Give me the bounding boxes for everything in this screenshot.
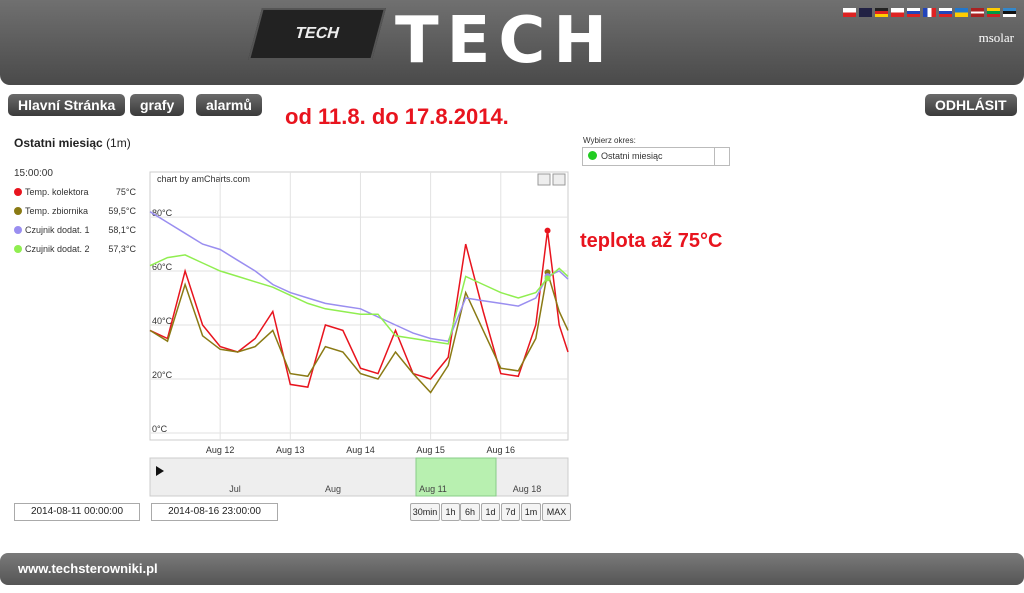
select-arrow: [714, 148, 729, 165]
date-to[interactable]: 2014-08-16 23:00:00: [151, 503, 278, 521]
scrollbar-label: Aug 18: [513, 484, 542, 494]
zoom-button[interactable]: 1h: [441, 503, 460, 521]
legend-item: Temp. zbiornika 59,5°C: [14, 206, 136, 218]
cursor-dot: [544, 275, 551, 282]
status-dot: [588, 151, 597, 160]
chart-annotation: teplota až 75°C: [580, 230, 723, 252]
zoom-tool[interactable]: [537, 173, 551, 186]
zoom-button[interactable]: 1m: [521, 503, 541, 521]
y-tick-label: 40°C: [152, 316, 173, 326]
flag[interactable]: [939, 8, 952, 17]
series-line: [149, 230, 569, 388]
flag[interactable]: [875, 8, 888, 17]
plot-area: [149, 171, 569, 441]
cursor-time: 15:00:00: [14, 168, 53, 179]
flag[interactable]: [843, 8, 856, 17]
legend-label: Temp. zbiornika: [25, 206, 89, 216]
footer-link[interactable]: www.techsterowniki.pl: [18, 561, 158, 576]
cursor-dot: [544, 227, 551, 234]
period-value: Ostatni miesiąc: [601, 151, 663, 161]
zoom-button[interactable]: 30min: [410, 503, 440, 521]
legend-value: 59,5°C: [108, 206, 136, 216]
legend-value: 58,1°C: [108, 225, 136, 235]
period-select[interactable]: Ostatni miesiąc: [582, 147, 730, 166]
y-tick-label: 0°C: [152, 424, 168, 434]
series-line: [149, 272, 569, 394]
panel-title-text: Ostatni miesiąc: [14, 136, 103, 150]
x-tick-label: Aug 15: [416, 445, 445, 455]
flag[interactable]: [891, 8, 904, 17]
nav-button[interactable]: alarmů: [196, 94, 262, 116]
legend-item: Temp. kolektora 75°C: [14, 187, 136, 199]
date-from[interactable]: 2014-08-11 00:00:00: [14, 503, 140, 521]
pan-tool[interactable]: [552, 173, 566, 186]
logout-button[interactable]: ODHLÁSIT: [925, 94, 1017, 116]
legend-value: 57,3°C: [108, 244, 136, 254]
flag[interactable]: [1003, 8, 1016, 17]
zoom-button[interactable]: 1d: [481, 503, 500, 521]
panel-title-suffix: (1m): [106, 136, 131, 150]
nav-button[interactable]: grafy: [130, 94, 185, 116]
zoom-button[interactable]: 7d: [501, 503, 520, 521]
legend-label: Temp. kolektora: [25, 187, 89, 197]
legend-value: 75°C: [115, 187, 136, 197]
chart-credit: chart by amCharts.com: [157, 174, 250, 184]
y-tick-label: 60°C: [152, 262, 173, 272]
scrollbar-label: Aug 11: [419, 484, 447, 494]
legend-item: Czujnik dodat. 2 57,3°C: [14, 244, 136, 256]
flag[interactable]: [923, 8, 936, 17]
legend-label: Czujnik dodat. 1: [25, 225, 90, 235]
y-tick-label: 80°C: [152, 208, 173, 218]
zoom-button[interactable]: MAX: [542, 503, 571, 521]
scrollbar-selection[interactable]: [415, 457, 497, 497]
legend-marker: [14, 245, 22, 253]
panel-title: Ostatni miesiąc (1m): [14, 136, 131, 150]
footer: www.techsterowniki.pl: [0, 553, 1024, 585]
legend-marker: [14, 226, 22, 234]
language-flags: [816, 8, 1016, 18]
play-icon[interactable]: [156, 466, 164, 476]
logo: TECH: [395, 4, 615, 78]
user-name: msolar: [978, 30, 1014, 45]
flag[interactable]: [955, 8, 968, 17]
x-tick-label: Aug 13: [276, 445, 305, 455]
annotation: od 11.8. do 17.8.2014.: [285, 104, 509, 129]
flag[interactable]: [859, 8, 872, 17]
legend-marker: [14, 207, 22, 215]
scrollbar[interactable]: [149, 457, 569, 497]
flag[interactable]: [971, 8, 984, 17]
legend-marker: [14, 188, 22, 196]
zoom-button[interactable]: 6h: [460, 503, 480, 521]
y-tick-label: 20°C: [152, 370, 173, 380]
x-tick-label: Aug 14: [346, 445, 375, 455]
legend-item: Czujnik dodat. 1 58,1°C: [14, 225, 136, 237]
scrollbar-label: Jul: [229, 484, 241, 494]
series-line: [149, 211, 569, 343]
flag[interactable]: [987, 8, 1000, 17]
legend-label: Czujnik dodat. 2: [25, 244, 90, 254]
x-tick-label: Aug 12: [206, 445, 235, 455]
scrollbar-label: Aug: [325, 484, 341, 494]
flag[interactable]: [907, 8, 920, 17]
series-line: [149, 254, 569, 345]
x-tick-label: Aug 16: [487, 445, 516, 455]
nav-button[interactable]: Hlavní Stránka: [8, 94, 126, 116]
period-label: Wybierz okres:: [583, 136, 636, 145]
